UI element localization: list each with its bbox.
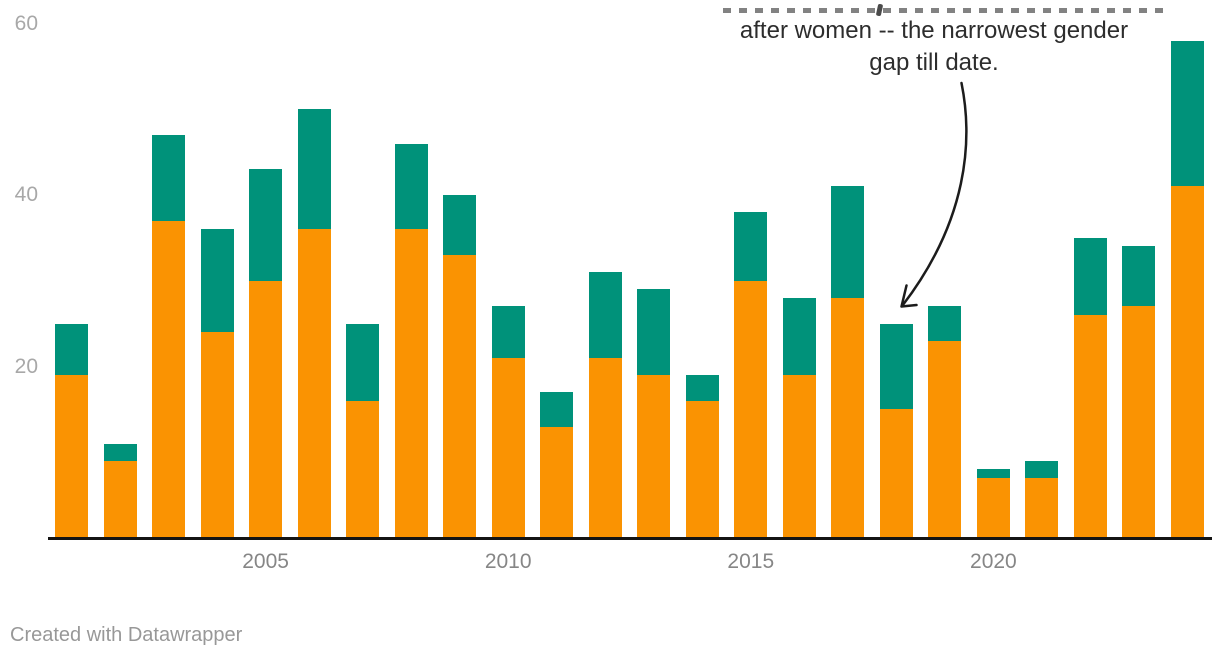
chart-annotation: after women -- the narrowest gender gap … [714,15,1154,79]
bar-2006[interactable] [297,109,331,538]
bar-segment-green-2002 [103,443,137,461]
bar-segment-green-2005 [249,169,283,281]
bar-segment-orange-2018 [879,409,913,538]
bar-segment-green-2007 [346,323,380,401]
bar-segment-green-2021 [1025,460,1059,478]
bar-2019[interactable] [928,306,962,538]
bar-segment-orange-2003 [152,220,186,538]
bar-segment-green-2003 [152,134,186,221]
bar-2021[interactable] [1025,460,1059,538]
bar-segment-green-2020 [976,469,1010,478]
bar-segment-green-2010 [491,306,525,358]
bar-segment-orange-2002 [103,460,137,538]
bar-2020[interactable] [976,469,1010,538]
bar-segment-green-2011 [540,392,574,427]
bar-segment-orange-2020 [976,477,1010,538]
bar-segment-green-2001 [55,323,88,376]
annotation-line-2: gap till date. [869,49,999,76]
bar-2010[interactable] [491,306,525,538]
bar-segment-green-2008 [394,143,428,230]
bar-2017[interactable] [831,186,865,538]
bar-2018[interactable] [879,323,913,538]
bar-segment-green-2023 [1122,246,1156,307]
bar-segment-green-2004 [200,229,234,333]
bar-segment-orange-2017 [831,297,865,538]
bar-2013[interactable] [637,289,671,538]
bar-segment-green-2017 [831,186,865,298]
bar-2007[interactable] [346,323,380,538]
bar-segment-orange-2015 [734,280,768,538]
bar-2012[interactable] [588,272,622,538]
bar-2003[interactable] [152,134,186,538]
bar-2024[interactable] [1170,40,1204,538]
bar-2023[interactable] [1122,246,1156,538]
bar-segment-orange-2009 [443,255,477,538]
bar-segment-orange-2024 [1170,186,1204,538]
bar-segment-orange-2013 [637,375,671,538]
x-tick-label-2005: 2005 [242,550,289,573]
y-tick-label-60: 60 [14,11,38,35]
bar-segment-orange-2004 [200,332,234,538]
bar-2001[interactable] [55,323,88,538]
bar-segment-orange-2011 [540,426,574,538]
bar-segment-orange-2010 [491,357,525,538]
bar-segment-green-2015 [734,212,768,281]
bar-segment-green-2024 [1170,40,1204,187]
x-axis-line [48,537,1212,540]
bar-segment-orange-2021 [1025,477,1059,538]
bar-segment-green-2014 [685,375,719,401]
y-tick-label-20: 20 [14,354,38,378]
bar-segment-orange-2007 [346,400,380,538]
bar-segment-green-2006 [297,109,331,230]
bar-2005[interactable] [249,169,283,538]
bar-2002[interactable] [103,443,137,538]
bar-segment-green-2013 [637,289,671,376]
bar-segment-orange-2014 [685,400,719,538]
bar-2015[interactable] [734,212,768,538]
bar-segment-orange-2012 [588,357,622,538]
bar-segment-orange-2023 [1122,306,1156,538]
bar-segment-green-2019 [928,306,962,341]
bar-segment-orange-2001 [55,375,88,538]
annotation-line-1: after women -- the narrowest gender [739,17,1129,44]
bar-segment-green-2012 [588,272,622,358]
x-tick-label-2015: 2015 [727,550,775,573]
bar-segment-green-2022 [1073,237,1107,316]
bar-segment-orange-2006 [297,229,331,538]
bar-segment-green-2016 [782,297,816,376]
bar-2022[interactable] [1073,237,1107,538]
bar-2008[interactable] [394,143,428,538]
bar-2016[interactable] [782,297,816,538]
bar-segment-orange-2022 [1073,315,1107,538]
x-tick-label-2010: 2010 [484,550,532,573]
bar-segment-orange-2005 [249,280,283,538]
bar-segment-orange-2008 [394,229,428,538]
datawrapper-attribution-link[interactable]: Created with Datawrapper [10,624,243,646]
bar-2011[interactable] [540,392,574,538]
bar-2014[interactable] [685,375,719,538]
bar-segment-orange-2016 [782,375,816,538]
bar-segment-orange-2019 [928,340,962,538]
y-tick-label-40: 40 [14,183,38,206]
bar-2009[interactable] [443,195,477,538]
x-tick-label-2020: 2020 [970,550,1017,573]
bar-2004[interactable] [200,229,234,538]
clipped-text-line [723,8,1171,13]
bar-segment-green-2009 [443,195,477,256]
bar-segment-green-2018 [879,323,913,410]
